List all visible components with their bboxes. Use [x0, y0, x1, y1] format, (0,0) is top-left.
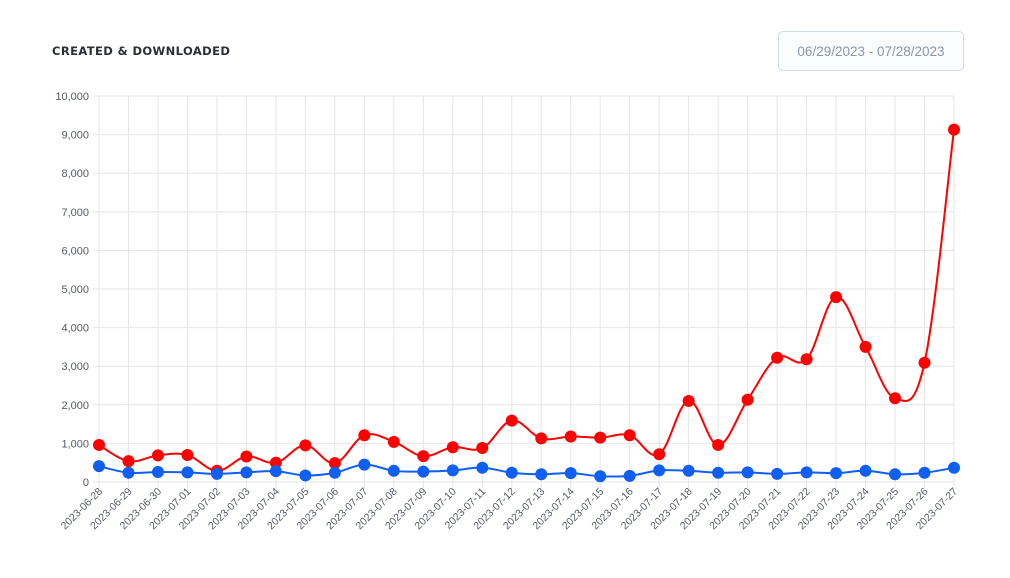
y-tick-label: 0	[83, 477, 89, 489]
series-0-point[interactable]	[387, 435, 400, 448]
series-0-point[interactable]	[269, 456, 282, 469]
series-0-point[interactable]	[151, 449, 164, 462]
y-tick-label: 2,000	[61, 400, 89, 412]
series-0-point[interactable]	[830, 291, 843, 304]
series-0-point[interactable]	[889, 392, 902, 405]
series-0-point[interactable]	[535, 432, 548, 445]
series-0-point[interactable]	[564, 430, 577, 443]
series-0-point[interactable]	[505, 414, 518, 427]
series-0-point[interactable]	[712, 438, 725, 451]
y-tick-label: 9,000	[61, 130, 89, 142]
series-1-point[interactable]	[93, 460, 105, 473]
series-1-point[interactable]	[800, 466, 813, 479]
series-1-point[interactable]	[918, 466, 931, 479]
series-1-point[interactable]	[830, 467, 843, 480]
series-0-point[interactable]	[328, 457, 341, 470]
y-tick-label: 1,000	[61, 438, 89, 450]
series-1-point[interactable]	[446, 464, 459, 477]
chart-grid	[93, 95, 955, 488]
series-0-point[interactable]	[122, 455, 135, 468]
series-1-point[interactable]	[682, 464, 695, 477]
series-1-point[interactable]	[712, 466, 725, 479]
x-axis: 2023-06-282023-06-292023-06-302023-07-01…	[59, 486, 961, 533]
series-0-line	[98, 129, 955, 472]
date-range-picker[interactable]: 06/29/2023 - 07/28/2023	[778, 31, 964, 71]
series-1-point[interactable]	[594, 470, 607, 483]
y-tick-label: 3,000	[61, 361, 89, 373]
series-1-point[interactable]	[328, 466, 341, 479]
series-1-point[interactable]	[771, 467, 784, 480]
series-1-point[interactable]	[299, 469, 312, 482]
series-1-point[interactable]	[122, 466, 135, 479]
series-1-point[interactable]	[417, 465, 430, 478]
y-tick-label: 4,000	[61, 323, 89, 335]
series-0-point[interactable]	[240, 450, 253, 463]
series-0-point[interactable]	[800, 353, 813, 366]
series-0-point[interactable]	[417, 450, 430, 463]
series-0-point[interactable]	[859, 340, 872, 353]
series-1-point[interactable]	[653, 464, 666, 477]
series-points	[93, 123, 960, 483]
y-tick-label: 6,000	[61, 245, 89, 257]
series-1-point[interactable]	[181, 466, 194, 479]
series-lines	[98, 129, 955, 478]
chart-title: CREATED & DOWNLOADED	[52, 44, 231, 58]
y-axis: 0 1,000 2,000 3,000 4,000 5,000 6,000 7,000 8,00…	[55, 91, 89, 489]
series-0-point[interactable]	[623, 429, 636, 442]
series-1-point[interactable]	[151, 465, 164, 478]
series-1-point[interactable]	[358, 458, 371, 471]
y-tick-label: 5,000	[61, 284, 89, 296]
series-1-point[interactable]	[741, 466, 754, 479]
series-0-point[interactable]	[299, 439, 312, 452]
series-1-point[interactable]	[505, 466, 518, 479]
series-0-point[interactable]	[771, 351, 784, 364]
series-1-point[interactable]	[859, 464, 872, 477]
series-0-point[interactable]	[476, 442, 489, 455]
y-tick-label: 8,000	[61, 168, 89, 180]
series-0-point[interactable]	[181, 448, 194, 461]
series-0-point[interactable]	[741, 393, 754, 406]
series-1-point[interactable]	[564, 467, 577, 480]
series-0-point[interactable]	[682, 394, 695, 407]
series-1-point[interactable]	[269, 465, 282, 478]
series-0-point[interactable]	[653, 448, 666, 461]
y-tick-label: 7,000	[61, 207, 89, 219]
series-1-point[interactable]	[623, 469, 636, 482]
series-0-point[interactable]	[948, 123, 960, 136]
series-1-point[interactable]	[889, 468, 902, 481]
series-1-point[interactable]	[948, 461, 960, 474]
series-1-point[interactable]	[210, 467, 223, 480]
series-1-point[interactable]	[240, 466, 253, 479]
series-0-point[interactable]	[446, 441, 459, 454]
series-0-point[interactable]	[918, 356, 931, 369]
series-0-point[interactable]	[358, 429, 371, 442]
series-1-point[interactable]	[535, 468, 548, 481]
series-0-point[interactable]	[594, 431, 607, 444]
series-1-point[interactable]	[476, 461, 489, 474]
series-1-point[interactable]	[387, 464, 400, 477]
y-tick-label: 10,000	[55, 91, 89, 103]
series-0-point[interactable]	[93, 438, 105, 451]
